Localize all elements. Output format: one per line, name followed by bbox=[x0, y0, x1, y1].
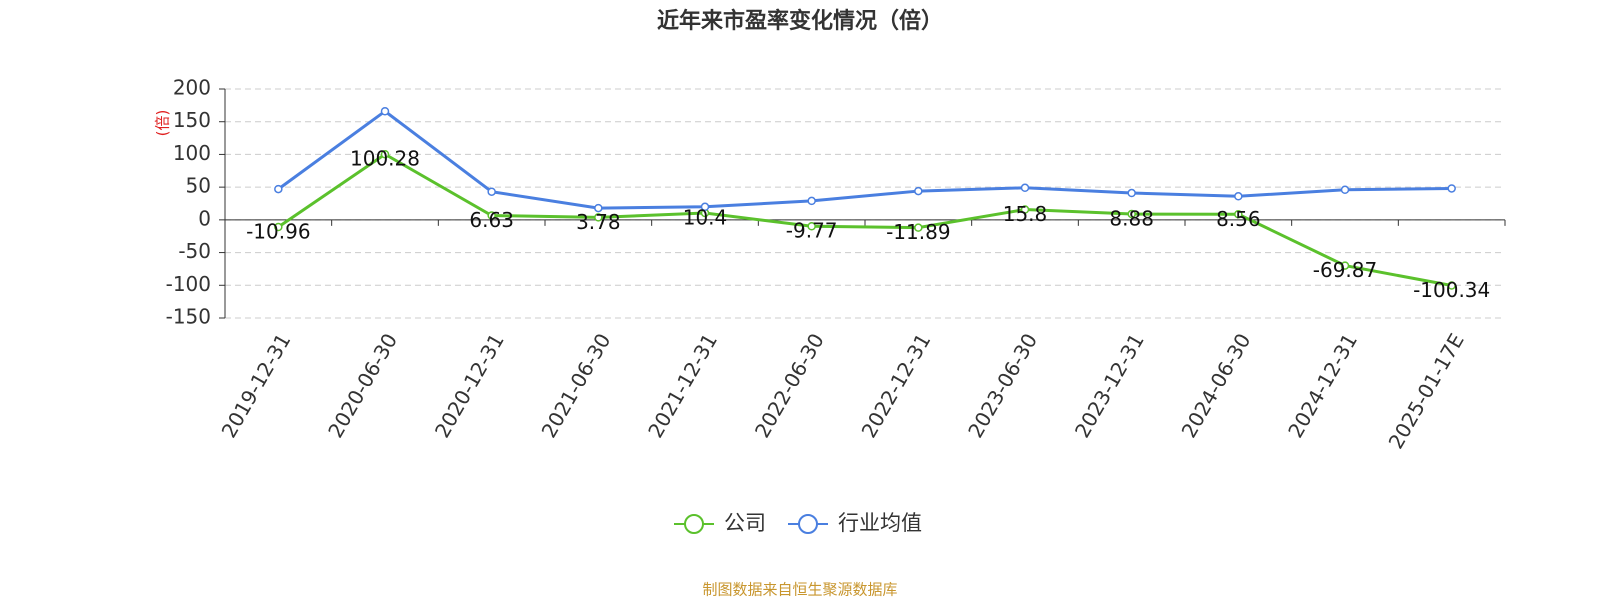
y-tick-label: -150 bbox=[166, 305, 211, 329]
x-tick-label: 2022-06-30 bbox=[750, 329, 829, 442]
data-label: 8.56 bbox=[1216, 207, 1261, 231]
x-tick-label: 2020-06-30 bbox=[323, 329, 402, 442]
data-point bbox=[594, 213, 603, 222]
x-tick-label: 2024-12-31 bbox=[1283, 329, 1362, 442]
chart-title: 近年来市盈率变化情况（倍） bbox=[657, 8, 943, 34]
legend-label[interactable]: 公司 bbox=[724, 511, 766, 535]
data-label: 10.4 bbox=[683, 206, 728, 230]
data-point bbox=[700, 202, 710, 212]
data-label: 100.28 bbox=[350, 147, 420, 171]
x-tick-label: 2020-12-31 bbox=[430, 329, 509, 442]
data-point bbox=[1127, 209, 1136, 219]
x-tick-label: 2025-01-17E bbox=[1384, 329, 1469, 453]
y-tick-label: -50 bbox=[178, 239, 211, 263]
x-tick-label: 2019-12-31 bbox=[217, 329, 296, 442]
data-label: -69.87 bbox=[1313, 258, 1377, 282]
data-point bbox=[380, 106, 390, 116]
data-label: 8.88 bbox=[1109, 207, 1154, 231]
data-point bbox=[1127, 188, 1136, 198]
data-point bbox=[914, 186, 923, 196]
data-point bbox=[1340, 185, 1350, 195]
series-line bbox=[277, 152, 1452, 287]
data-point bbox=[274, 222, 283, 232]
y-tick-label: 150 bbox=[173, 108, 211, 132]
x-tick-label: 2024-06-30 bbox=[1177, 329, 1256, 442]
data-point bbox=[1447, 184, 1456, 193]
data-label: 6.63 bbox=[469, 208, 514, 232]
data-label: 15.8 bbox=[1003, 202, 1048, 226]
data-label: -11.89 bbox=[886, 220, 950, 244]
y-tick-label: 100 bbox=[173, 141, 211, 165]
data-point bbox=[807, 221, 816, 231]
x-tick-label: 2023-06-30 bbox=[963, 329, 1042, 442]
legend-marker[interactable] bbox=[684, 514, 704, 534]
legend-marker[interactable] bbox=[798, 514, 818, 534]
data-point bbox=[274, 184, 283, 194]
data-point bbox=[914, 223, 923, 232]
data-point bbox=[1234, 192, 1243, 201]
legend-label[interactable]: 行业均值 bbox=[838, 511, 922, 535]
data-point bbox=[807, 196, 816, 206]
y-tick-label: 200 bbox=[173, 76, 211, 100]
data-point bbox=[1020, 205, 1030, 214]
y-tick-label: 50 bbox=[186, 174, 211, 198]
x-tick-label: 2021-06-30 bbox=[537, 329, 616, 442]
data-point bbox=[1340, 261, 1350, 270]
y-tick-label: -100 bbox=[166, 272, 211, 296]
y-axis-label: (倍) bbox=[154, 110, 172, 137]
data-label: -100.34 bbox=[1413, 278, 1490, 302]
data-point bbox=[487, 211, 496, 220]
data-point bbox=[594, 203, 603, 213]
data-point bbox=[487, 187, 496, 196]
data-point bbox=[1020, 183, 1030, 193]
data-label: -9.77 bbox=[786, 219, 838, 243]
data-label: 3.78 bbox=[576, 210, 621, 234]
y-tick-label: 0 bbox=[198, 206, 211, 230]
x-tick-label: 2021-12-31 bbox=[643, 329, 722, 442]
data-point bbox=[380, 149, 390, 159]
x-tick-label: 2022-12-31 bbox=[857, 329, 936, 442]
series-line bbox=[277, 109, 1452, 210]
data-point bbox=[1234, 210, 1243, 219]
x-tick-label: 2023-12-31 bbox=[1070, 329, 1149, 442]
data-point bbox=[1447, 281, 1456, 290]
data-label: -10.96 bbox=[246, 220, 310, 244]
source-note: 制图数据来自恒生聚源数据库 bbox=[702, 581, 897, 599]
